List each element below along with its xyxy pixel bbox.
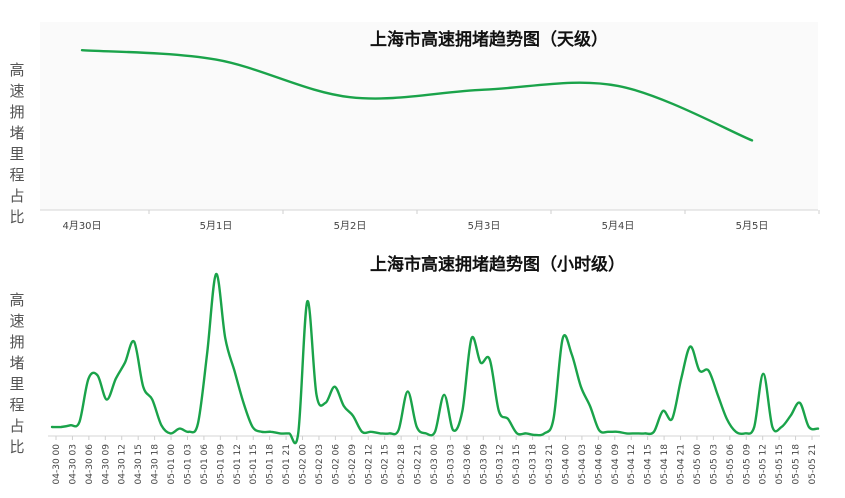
hourly-tick-label: 05-02 18: [397, 444, 407, 485]
hourly-tick-label: 05-02 21: [414, 444, 424, 484]
hourly-tick-label: 05-02 15: [381, 444, 391, 484]
hourly-chart-title: 上海市高速拥堵趋势图（小时级）: [370, 254, 625, 275]
hourly-tick-label: 05-01 00: [167, 444, 177, 485]
hourly-tick-label: 05-01 03: [183, 444, 193, 484]
hourly-tick-label: 05-03 03: [446, 444, 456, 484]
hourly-tick-label: 05-05 15: [775, 444, 785, 484]
daily-tick-label: 5月3日: [468, 220, 501, 232]
hourly-tick-label: 05-05 12: [759, 444, 769, 484]
hourly-tick-label: 04-30 15: [134, 444, 144, 484]
hourly-tick-label: 05-02 03: [315, 444, 325, 484]
hourly-tick-label: 05-02 06: [331, 444, 341, 485]
y-axis-label-bottom: 高速拥堵里程占比: [9, 291, 25, 456]
hourly-tick-label: 04-30 12: [118, 444, 128, 484]
daily-tick-label: 5月1日: [200, 220, 233, 232]
daily-chart: 4月30日 5月1日 5月2日 5月3日 5月4日 5月5日 上海市高速拥堵趋势图（天级）: [14, 22, 820, 232]
hourly-tick-label: 05-02 12: [364, 444, 374, 484]
hourly-tick-label: 05-04 06: [594, 444, 604, 485]
hourly-tick-label: 04-30 18: [151, 444, 161, 485]
hourly-tick-label: 04-30 06: [85, 444, 95, 485]
hourly-tick-label: 05-02 09: [348, 444, 358, 485]
daily-chart-title: 上海市高速拥堵趋势图（天级）: [370, 29, 608, 50]
hourly-tick-label: 05-03 21: [545, 444, 555, 484]
hourly-tick-label: 05-05 03: [709, 444, 719, 484]
hourly-tick-label: 05-05 06: [726, 444, 736, 485]
hourly-tick-label: 05-04 03: [578, 444, 588, 484]
hourly-tick-label: 05-05 18: [792, 444, 802, 485]
hourly-tick-label: 05-01 15: [249, 444, 259, 484]
hourly-tick-label: 05-04 15: [644, 444, 654, 484]
hourly-chart: 04-30 00 04-30 03 04-30 06 04-30 09 04-30 12…: [48, 254, 820, 484]
daily-tick-label: 5月2日: [334, 220, 367, 232]
hourly-tick-label: 05-03 09: [479, 444, 489, 485]
hourly-tick-label: 05-05 00: [693, 444, 703, 485]
hourly-tick-label: 05-04 21: [677, 444, 687, 484]
daily-x-ticks: 4月30日 5月1日 5月2日 5月3日 5月4日 5月5日: [14, 210, 820, 232]
daily-series-line: [80, 49, 754, 142]
hourly-tick-label: 05-03 12: [496, 444, 506, 484]
daily-tick-label: 5月5日: [736, 220, 769, 232]
hourly-tick-label: 05-01 09: [216, 444, 226, 485]
hourly-tick-label: 04-30 09: [101, 444, 111, 485]
hourly-tick-label: 05-01 12: [233, 444, 243, 484]
y-axis-label-top: 高速拥堵里程占比: [9, 61, 25, 226]
hourly-tick-label: 05-01 21: [282, 444, 292, 484]
daily-tick-label: 5月4日: [602, 220, 635, 232]
hourly-tick-label: 04-30 03: [68, 444, 78, 484]
hourly-tick-label: 05-05 09: [742, 444, 752, 485]
hourly-tick-label: 05-01 18: [266, 444, 276, 485]
hourly-tick-label: 05-03 18: [529, 444, 539, 485]
hourly-tick-label: 05-03 06: [463, 444, 473, 485]
hourly-x-ticks: 04-30 00 04-30 03 04-30 06 04-30 09 04-30 12…: [52, 436, 818, 484]
daily-tick-label: 4月30日: [62, 220, 101, 232]
hourly-tick-label: 05-03 00: [430, 444, 440, 485]
hourly-tick-label: 05-05 21: [808, 444, 818, 484]
hourly-tick-label: 05-01 06: [200, 444, 210, 485]
hourly-tick-label: 05-02 00: [299, 444, 309, 485]
hourly-tick-label: 05-04 09: [611, 444, 621, 485]
hourly-series-line: [50, 272, 820, 445]
hourly-tick-label: 05-04 00: [561, 444, 571, 485]
hourly-tick-label: 05-03 15: [512, 444, 522, 484]
hourly-tick-label: 05-04 12: [627, 444, 637, 484]
hourly-tick-label: 04-30 00: [52, 444, 62, 485]
hourly-tick-label: 05-04 18: [660, 444, 670, 485]
